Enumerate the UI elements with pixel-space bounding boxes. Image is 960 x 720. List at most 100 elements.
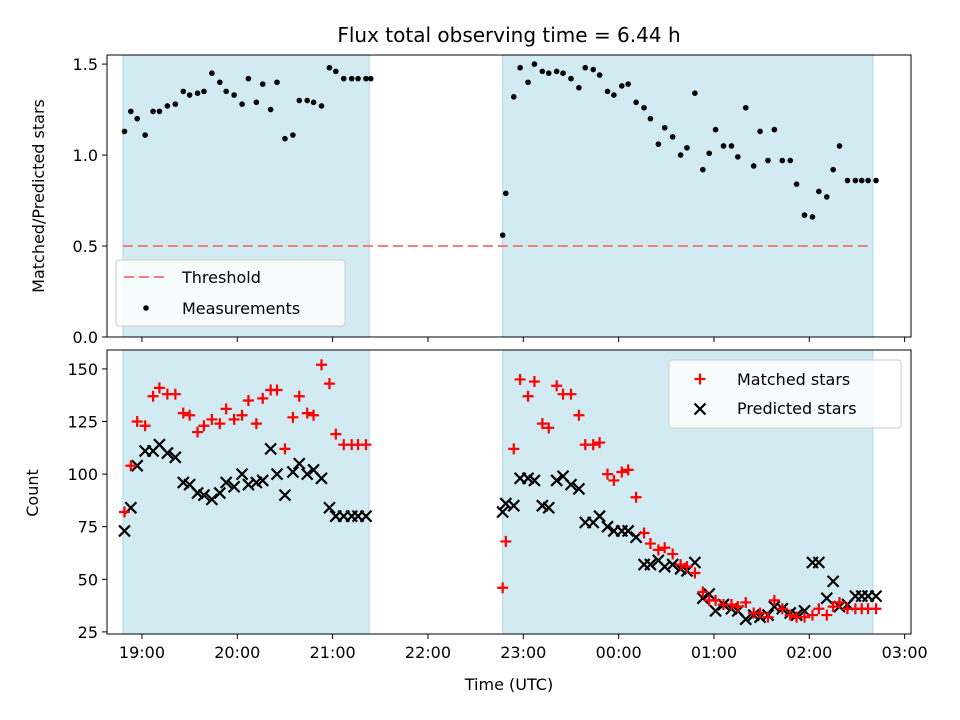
matched-star-point <box>652 544 664 556</box>
bottom-x-tick-label: 00:00 <box>596 643 642 662</box>
predicted-star-point <box>292 457 306 470</box>
measurement-point <box>239 101 245 107</box>
predicted-star-point <box>197 488 211 502</box>
measurement-point <box>517 64 523 71</box>
predicted-star-point <box>696 591 710 605</box>
measurement-point <box>728 143 735 149</box>
matched-star-point <box>536 418 548 430</box>
bottom-y-tick-label: 75 <box>78 518 98 537</box>
matched-star-point <box>776 603 788 615</box>
predicted-star-point <box>315 472 328 485</box>
bottom-y-tick-label: 50 <box>78 570 98 589</box>
bottom-x-tick-label: 02:00 <box>786 643 832 662</box>
measurement-point <box>655 141 662 147</box>
matched-star-point <box>500 535 512 547</box>
matched-star-point <box>689 567 701 579</box>
predicted-star-point <box>264 442 277 456</box>
matched-star-point <box>301 407 313 419</box>
measurement-point <box>830 166 836 173</box>
measurement-point <box>553 68 560 75</box>
matched-star-point <box>220 403 232 415</box>
matched-star-point <box>551 380 563 392</box>
measurement-point <box>684 144 690 151</box>
matched-star-point <box>762 611 774 623</box>
matched-star-point <box>784 609 796 621</box>
measurement-point <box>836 143 843 149</box>
bottom-panel: 25 50 75 100 125 150 19:00 20:00 21:00 22:00 23:0… <box>23 349 928 694</box>
predicted-star-point <box>644 558 657 571</box>
measurement-point <box>858 177 865 184</box>
measurement-point <box>531 61 538 67</box>
measurement-point <box>801 212 808 218</box>
predicted-star-point <box>812 556 826 569</box>
measurement-point <box>121 128 128 135</box>
matched-star-point <box>725 599 737 611</box>
bottom-shaded-band <box>122 349 370 635</box>
measurement-point <box>661 124 668 131</box>
top-y-tick-label: 0.0 <box>73 328 98 347</box>
top-y-tick-label: 1.5 <box>73 55 98 74</box>
bottom-y-axis-label: Count <box>23 469 42 517</box>
predicted-star-point <box>826 575 840 588</box>
predicted-star-point <box>286 465 300 479</box>
measurement-point <box>700 166 706 173</box>
measurement-point <box>873 177 879 184</box>
matched-star-point <box>147 390 159 402</box>
measurement-point <box>771 126 778 133</box>
measurement-point <box>134 115 140 122</box>
matched-star-point <box>587 439 599 451</box>
measurement-point <box>304 97 311 104</box>
matched-star-point <box>799 611 811 623</box>
predicted-star-point <box>323 501 336 515</box>
matched-star-point <box>821 609 833 621</box>
predicted-star-point <box>572 482 586 496</box>
matched-star-point <box>287 411 299 423</box>
measurement-point <box>582 64 589 71</box>
matched-star-point <box>192 426 204 438</box>
matched-star-point <box>565 388 577 400</box>
legend-measurement-swatch <box>143 305 149 311</box>
predicted-star-point <box>213 486 227 500</box>
legend-predicted-marker <box>693 402 707 416</box>
measurement-point <box>779 157 786 164</box>
measurement-point <box>619 83 625 89</box>
measurement-point <box>852 177 859 184</box>
matched-star-point <box>740 596 752 608</box>
bottom-x-tick-label: 03:00 <box>882 643 928 662</box>
matched-star-point <box>206 413 218 425</box>
matched-star-point <box>667 548 679 560</box>
top-panel: 0.0 0.5 1.0 1.5 Matched/Predicted stars Thr… <box>29 54 912 347</box>
matched-star-point <box>497 582 509 594</box>
matched-star-point <box>697 586 709 598</box>
bottom-x-tick-label: 23:00 <box>500 643 546 662</box>
matched-star-point <box>622 464 634 476</box>
measurement-points <box>121 61 879 238</box>
predicted-star-point <box>869 589 883 603</box>
measurement-point <box>647 115 654 122</box>
matched-star-point <box>543 422 555 434</box>
top-y-ticks: 0.0 0.5 1.0 1.5 <box>73 55 107 347</box>
predicted-star-point <box>507 499 521 512</box>
legend-matched-marker <box>694 373 706 385</box>
matched-star-point <box>594 437 606 449</box>
measurement-point <box>267 106 274 113</box>
measurement-point <box>525 79 531 86</box>
matched-star-point <box>514 373 526 385</box>
matched-star-point <box>573 409 585 421</box>
measurement-point <box>296 97 303 104</box>
measurement-point <box>510 94 517 100</box>
matched-star-point <box>169 388 181 400</box>
legend-predicted-label: Predicted stars <box>737 399 857 418</box>
measurement-point <box>641 104 647 111</box>
measurement-point <box>720 143 727 149</box>
chart-title: Flux total observing time = 6.44 h <box>337 23 680 47</box>
measurement-point <box>568 75 574 82</box>
measurement-point <box>596 72 603 78</box>
bottom-x-ticks: 19:00 20:00 21:00 22:00 23:00 00:00 01:00 02:00… <box>119 634 928 662</box>
measurement-point <box>194 90 201 97</box>
x-axis-label: Time (UTC) <box>464 675 553 694</box>
matched-star-point <box>279 443 291 455</box>
top-x-ticks <box>141 337 906 342</box>
matched-star-point <box>681 561 693 573</box>
